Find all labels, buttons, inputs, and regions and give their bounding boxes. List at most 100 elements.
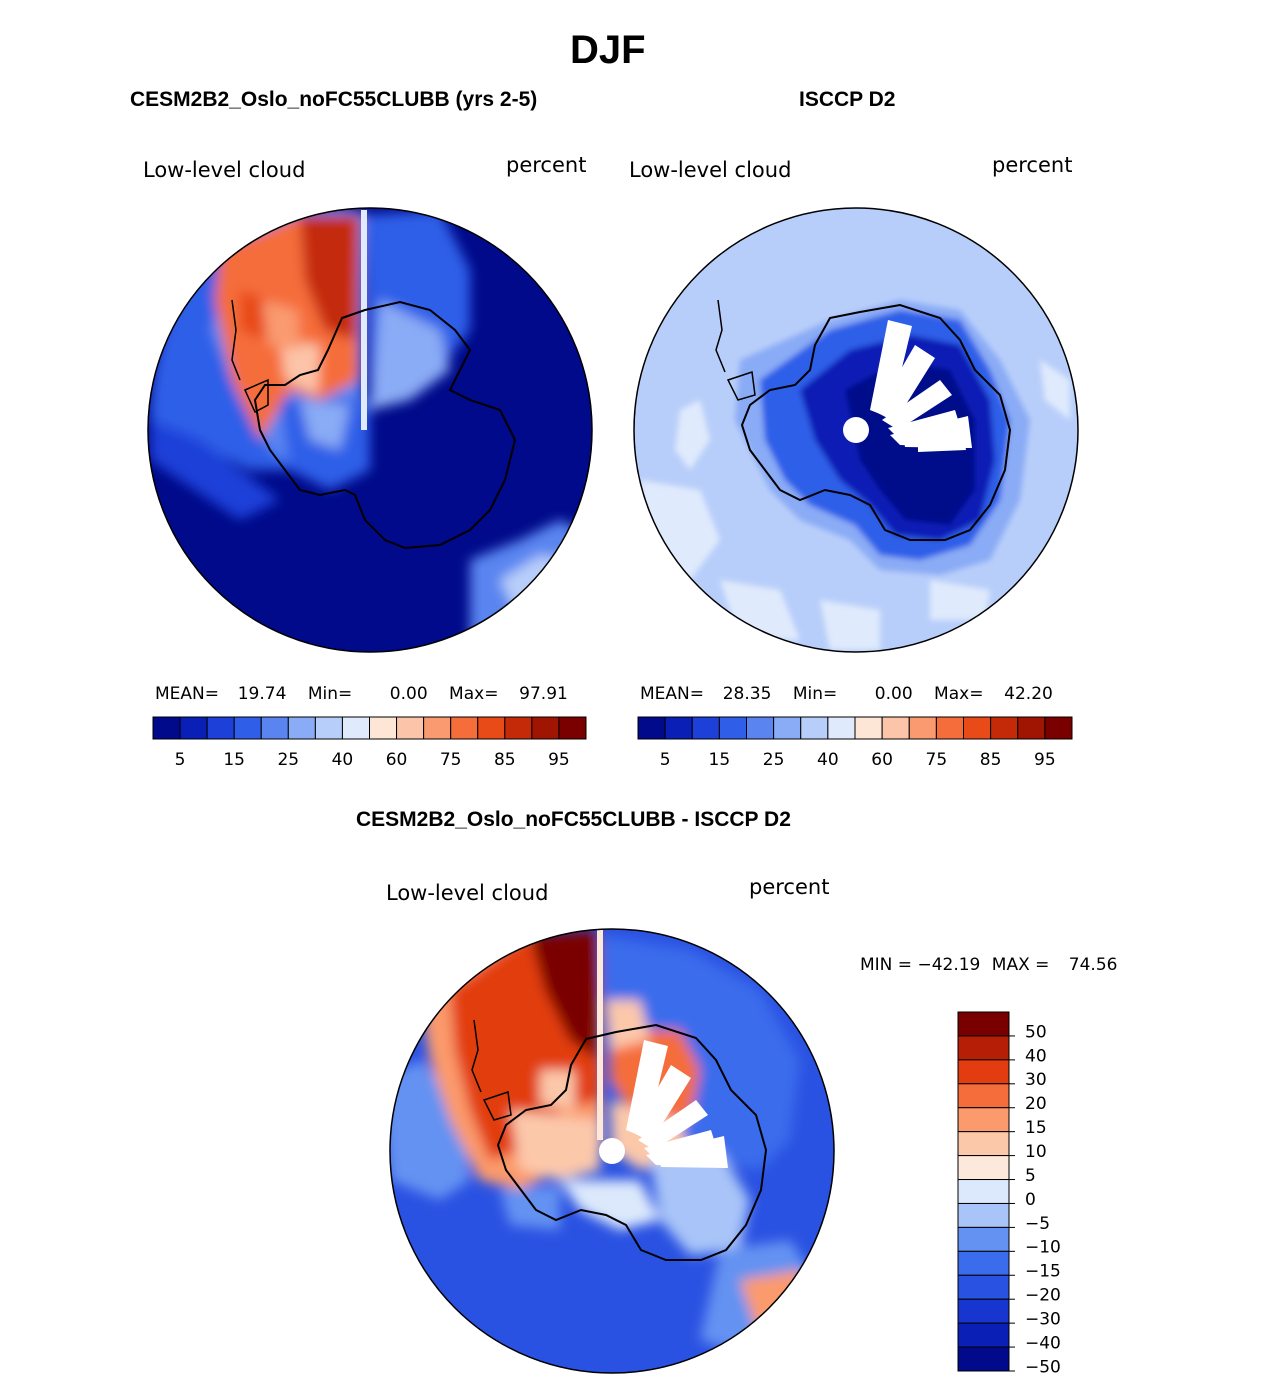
obs-colorbar-tick: 75 (926, 750, 948, 770)
diff-colorbar-tick: 5 (1025, 1166, 1036, 1186)
model-colorbar-tick: 60 (386, 750, 408, 770)
obs-colorbar-tick: 25 (763, 750, 785, 770)
diff-colorbar-box (957, 1202, 1010, 1228)
model-colorbar-tick: 75 (440, 750, 462, 770)
model-variable-label: Low-level cloud (143, 158, 306, 182)
diff-colorbar-box (957, 1346, 1010, 1372)
model-map-border (147, 207, 593, 653)
model-colorbar-tick: 40 (332, 750, 354, 770)
model-colorbar-box (558, 716, 587, 740)
obs-min: 0.00 (874, 684, 913, 704)
obs-colorbar-box (664, 716, 693, 740)
diff-min-label: MIN = (860, 955, 913, 975)
diff-colorbar-tick: 20 (1025, 1094, 1047, 1114)
model-colorbar-box (396, 716, 425, 740)
model-map (148, 208, 592, 652)
diff-max: 74.56 (1068, 955, 1118, 975)
obs-colorbar-box (800, 716, 829, 740)
model-max-label: Max= (449, 684, 499, 704)
obs-colorbar-tick: 40 (817, 750, 839, 770)
model-colorbar-box (287, 716, 316, 740)
model-panel-title: CESM2B2_Oslo_noFC55CLUBB (yrs 2-5) (130, 88, 538, 111)
diff-colorbar-tick: −20 (1025, 1286, 1061, 1306)
obs-mean-label: MEAN= (640, 684, 704, 704)
obs-colorbar-box (908, 716, 937, 740)
diff-colorbar-box (957, 1226, 1010, 1252)
diff-colorbar-tick: −10 (1025, 1238, 1061, 1258)
model-colorbar-box (531, 716, 560, 740)
obs-colorbar-box (746, 716, 775, 740)
diff-colorbar-box (957, 1298, 1010, 1324)
diff-colorbar-box (957, 1322, 1010, 1348)
diff-colorbar-box (957, 1250, 1010, 1276)
model-colorbar-box (369, 716, 398, 740)
obs-colorbar-box (691, 716, 720, 740)
obs-colorbar-box (637, 716, 666, 740)
obs-colorbar-tick: 85 (980, 750, 1002, 770)
diff-colorbar-tick: 50 (1025, 1022, 1047, 1042)
obs-mean: 28.35 (722, 684, 772, 704)
diff-colorbar-tick: 15 (1025, 1118, 1047, 1138)
diff-colorbar-box (957, 1035, 1010, 1061)
model-colorbar-tick: 85 (494, 750, 516, 770)
model-colorbar-box (206, 716, 235, 740)
model-stats: MEAN= 19.74 Min= 0.00 Max= 97.91 (155, 684, 568, 704)
model-colorbar-box (477, 716, 506, 740)
obs-colorbar-box (773, 716, 802, 740)
diff-missing-data (599, 1040, 728, 1168)
diff-panel-title: CESM2B2_Oslo_noFC55CLUBB - ISCCP D2 (356, 808, 791, 831)
model-colorbar-box (341, 716, 370, 740)
model-colorbar-box (233, 716, 262, 740)
diff-colorbar-tick: −40 (1025, 1333, 1061, 1353)
obs-map (634, 208, 1078, 652)
model-mean-label: MEAN= (155, 684, 219, 704)
model-colorbar-box (260, 716, 289, 740)
model-max: 97.91 (519, 684, 568, 704)
obs-colorbar-box (854, 716, 883, 740)
diff-colorbar-tick: 0 (1025, 1190, 1036, 1210)
diff-units-label: percent (749, 875, 830, 899)
obs-colorbar-tick: 15 (709, 750, 731, 770)
diff-colorbar-box (957, 1274, 1010, 1300)
model-colorbar-tick: 95 (548, 750, 570, 770)
model-colorbar-box (314, 716, 343, 740)
diff-colorbar-tick: −50 (1025, 1357, 1061, 1377)
diff-colorbar-box (957, 1131, 1010, 1157)
diff-colorbar-box (957, 1107, 1010, 1133)
diff-stats: MIN = −42.19 MAX = 74.56 (860, 955, 1117, 975)
obs-colorbar-tick: 5 (660, 750, 671, 770)
diff-colorbar-box (957, 1083, 1010, 1109)
diff-colorbar-tick: 10 (1025, 1142, 1047, 1162)
obs-map-border (633, 207, 1079, 653)
obs-colorbar-tick: 95 (1034, 750, 1056, 770)
page-title: DJF (570, 28, 646, 72)
diff-colorbar-tick: 40 (1025, 1046, 1047, 1066)
obs-colorbar-tick: 60 (871, 750, 893, 770)
model-colorbar: 5 15 25 40 60 75 85 95 (152, 716, 587, 770)
diff-colorbar-box (957, 1059, 1010, 1085)
obs-colorbar-box (881, 716, 910, 740)
obs-variable-label: Low-level cloud (629, 158, 792, 182)
model-colorbar-tick: 15 (223, 750, 245, 770)
obs-min-label: Min= (792, 684, 838, 704)
diff-colorbar-box (957, 1179, 1010, 1204)
model-mean: 19.74 (237, 684, 287, 704)
obs-panel-title: ISCCP D2 (799, 88, 896, 111)
obs-colorbar-box (1017, 716, 1046, 740)
obs-missing-data (843, 320, 972, 452)
diff-max-label: MAX = (991, 955, 1050, 975)
diff-map (390, 929, 834, 1373)
model-colorbar-box (450, 716, 479, 740)
model-min: 0.00 (389, 684, 428, 704)
diff-colorbar-tick: 30 (1025, 1070, 1047, 1090)
obs-colorbar-box (935, 716, 964, 740)
obs-colorbar-box (990, 716, 1019, 740)
model-colorbar-box (179, 716, 208, 740)
obs-colorbar-box (827, 716, 856, 740)
model-min-label: Min= (307, 684, 353, 704)
model-colorbar-box (423, 716, 452, 740)
diff-min: −42.19 (917, 955, 981, 975)
diff-colorbar-tick: −30 (1025, 1310, 1061, 1330)
model-units-label: percent (506, 153, 587, 177)
